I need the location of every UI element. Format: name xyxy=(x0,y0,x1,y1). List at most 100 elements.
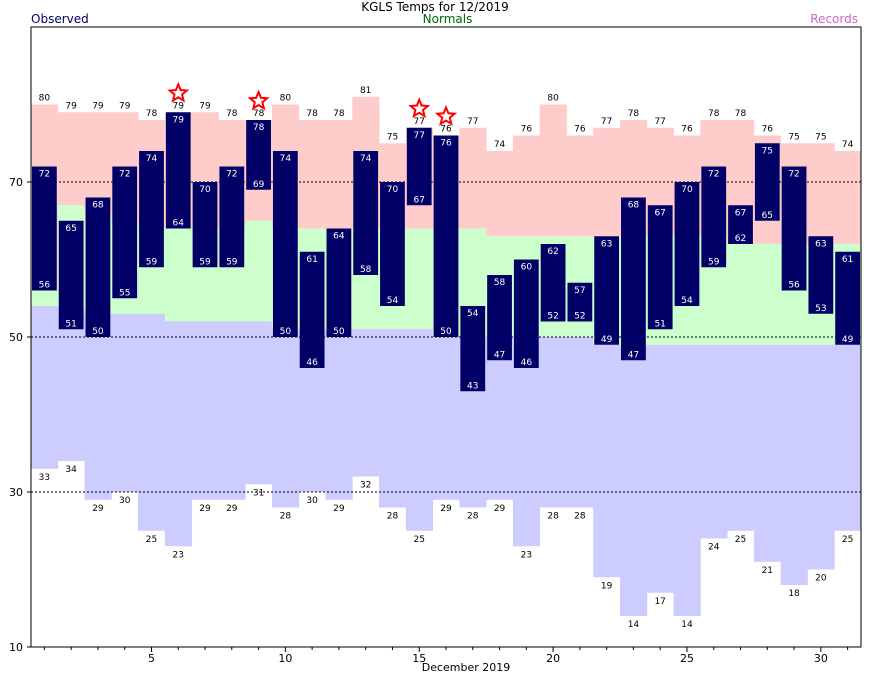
record-high-label: 75 xyxy=(815,132,826,142)
observed-high-label: 67 xyxy=(735,208,746,218)
x-tick-label: 5 xyxy=(148,652,155,665)
observed-high-label: 78 xyxy=(253,123,265,133)
observed-bar xyxy=(192,182,218,268)
observed-low-label: 53 xyxy=(815,304,826,314)
observed-high-label: 70 xyxy=(387,185,399,195)
observed-bar xyxy=(701,166,727,268)
record-low-label: 23 xyxy=(173,550,184,560)
observed-low-label: 51 xyxy=(654,319,665,329)
observed-high-label: 77 xyxy=(413,131,424,141)
y-tick-label: 10 xyxy=(9,641,23,654)
observed-low-label: 62 xyxy=(735,234,746,244)
legend-observed: Observed xyxy=(31,12,89,26)
observed-low-label: 50 xyxy=(333,327,345,337)
record-high-label: 76 xyxy=(681,125,693,135)
observed-bar xyxy=(433,135,459,337)
record-high-label: 79 xyxy=(199,101,211,111)
observed-high-label: 61 xyxy=(842,255,853,265)
observed-low-label: 65 xyxy=(762,211,773,221)
record-low-label: 28 xyxy=(467,512,479,522)
observed-low-label: 59 xyxy=(146,257,158,267)
observed-bar xyxy=(139,151,164,268)
record-low-band xyxy=(352,329,380,477)
record-high-label: 74 xyxy=(494,140,506,150)
record-low-label: 28 xyxy=(280,512,292,522)
observed-bar xyxy=(835,251,860,345)
record-low-label: 29 xyxy=(199,504,211,514)
record-low-label: 25 xyxy=(842,535,853,545)
observed-bar xyxy=(781,166,807,291)
observed-low-label: 59 xyxy=(708,257,720,267)
observed-bar xyxy=(353,151,379,275)
record-low-band xyxy=(405,329,434,531)
observed-bar xyxy=(808,236,834,314)
value-labels: 80 33 72 56 79 34 65 51 79 29 68 50 79 30 72 55 78 25 74 59… xyxy=(39,86,854,630)
observed-low-label: 56 xyxy=(39,281,51,291)
record-low-band xyxy=(593,344,621,578)
observed-high-label: 57 xyxy=(574,286,585,296)
observed-bar xyxy=(487,275,512,361)
observed-bar xyxy=(594,236,620,345)
x-tick-label: 15 xyxy=(412,652,426,665)
record-high-label: 80 xyxy=(280,94,292,104)
observed-bar xyxy=(513,259,539,368)
observed-high-label: 62 xyxy=(547,247,558,257)
observed-low-label: 52 xyxy=(547,312,558,322)
observed-low-label: 64 xyxy=(173,219,185,229)
observed-high-label: 54 xyxy=(467,309,479,319)
record-high-label: 76 xyxy=(574,125,586,135)
observed-high-label: 63 xyxy=(815,239,826,249)
record-high-band xyxy=(325,120,353,229)
record-high-label: 78 xyxy=(735,109,747,119)
record-high-label: 75 xyxy=(788,132,799,142)
observed-high-label: 74 xyxy=(360,154,372,164)
observed-low-label: 43 xyxy=(467,381,478,391)
observed-bar xyxy=(460,306,486,392)
record-low-band xyxy=(807,344,835,570)
record-low-label: 23 xyxy=(521,550,532,560)
observed-high-label: 72 xyxy=(788,170,799,180)
observed-low-label: 59 xyxy=(199,257,211,267)
observed-bar xyxy=(540,244,566,322)
record-low-band xyxy=(753,344,782,562)
record-low-band xyxy=(57,306,85,461)
observed-high-label: 68 xyxy=(92,201,104,211)
record-high-band xyxy=(512,135,541,237)
record-high-label: 78 xyxy=(628,109,640,119)
observed-high-label: 72 xyxy=(39,170,50,180)
record-low-label: 34 xyxy=(65,465,77,475)
record-high-label: 79 xyxy=(173,101,185,111)
axes: 10 30 50 70 5 10 15 20 25 30 xyxy=(9,176,849,665)
record-high-band xyxy=(834,151,862,244)
observed-low-label: 67 xyxy=(413,195,424,205)
record-low-band xyxy=(271,329,300,508)
observed-bar xyxy=(32,166,57,291)
observed-bar xyxy=(326,228,352,337)
record-high-band xyxy=(486,151,514,237)
record-low-label: 19 xyxy=(601,581,613,591)
observed-high-label: 75 xyxy=(762,146,773,156)
record-high-band xyxy=(807,143,835,244)
record-low-band xyxy=(432,337,460,500)
record-low-band xyxy=(620,344,648,616)
observed-low-label: 50 xyxy=(440,327,452,337)
observed-high-label: 68 xyxy=(628,201,640,211)
record-low-label: 18 xyxy=(788,589,800,599)
normal-band xyxy=(753,244,782,345)
x-tick-label: 20 xyxy=(546,652,560,665)
observed-bar xyxy=(567,282,593,322)
observed-bar xyxy=(85,197,111,337)
observed-bar xyxy=(299,251,325,368)
observed-high-label: 72 xyxy=(119,170,130,180)
record-low-band xyxy=(245,321,273,485)
record-low-band xyxy=(379,329,407,508)
observed-high-label: 63 xyxy=(601,239,612,249)
observed-low-label: 50 xyxy=(280,327,292,337)
record-star-icon xyxy=(408,97,431,119)
record-star-icon xyxy=(167,81,190,103)
observed-high-label: 60 xyxy=(521,263,533,273)
observed-bar xyxy=(380,182,405,306)
observed-low-label: 47 xyxy=(628,350,639,360)
observed-low-label: 54 xyxy=(387,296,399,306)
observed-low-label: 69 xyxy=(253,180,265,190)
